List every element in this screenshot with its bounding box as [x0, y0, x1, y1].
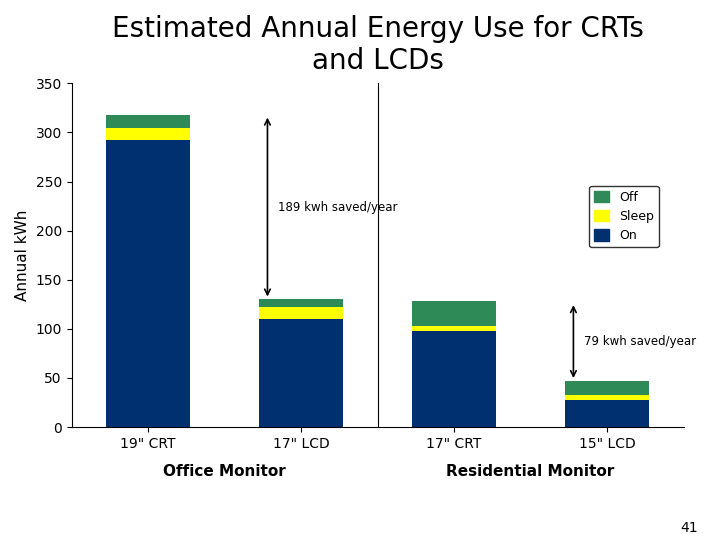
Bar — [106, 129, 190, 140]
Bar — [412, 331, 496, 427]
Text: 41: 41 — [681, 521, 698, 535]
Title: Estimated Annual Energy Use for CRTs
and LCDs: Estimated Annual Energy Use for CRTs and… — [112, 15, 644, 76]
Text: Office Monitor: Office Monitor — [163, 464, 286, 480]
Bar — [565, 400, 649, 427]
Bar — [412, 301, 496, 326]
Bar — [106, 140, 190, 427]
Bar — [565, 395, 649, 400]
Text: Residential Monitor: Residential Monitor — [446, 464, 615, 480]
Bar — [259, 299, 343, 307]
Text: 79 kwh saved/year: 79 kwh saved/year — [584, 335, 696, 348]
Legend: Off, Sleep, On: Off, Sleep, On — [589, 186, 659, 247]
Bar — [259, 319, 343, 427]
Bar — [412, 326, 496, 331]
Y-axis label: Annual kWh: Annual kWh — [15, 210, 30, 301]
Bar — [259, 307, 343, 319]
Bar — [565, 381, 649, 395]
Bar — [106, 114, 190, 129]
Text: 189 kwh saved/year: 189 kwh saved/year — [278, 200, 397, 213]
